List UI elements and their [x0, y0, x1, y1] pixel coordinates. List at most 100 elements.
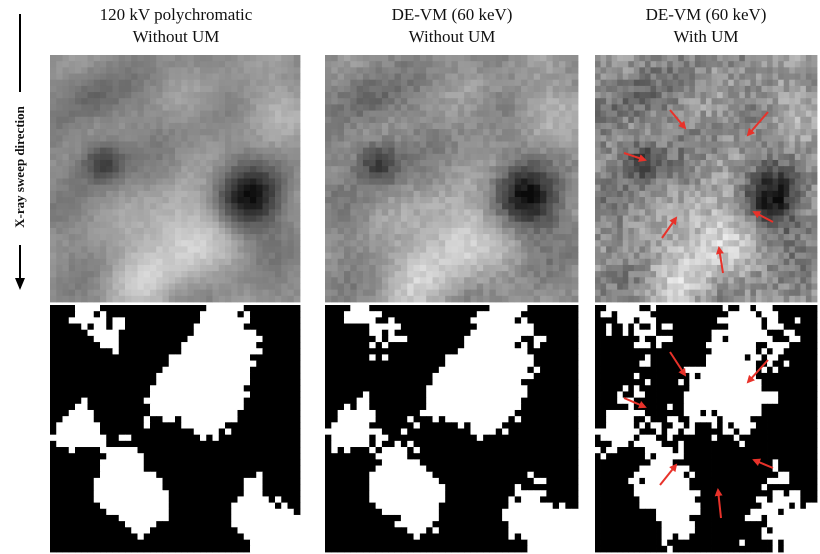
pixel	[63, 253, 70, 260]
pixel	[256, 228, 263, 235]
pixel	[100, 441, 107, 448]
pixel	[175, 222, 182, 229]
pixel	[138, 160, 145, 167]
pixel	[225, 367, 232, 374]
pixel	[445, 330, 452, 337]
pixel	[534, 253, 541, 260]
pixel	[269, 348, 276, 355]
pixel	[75, 379, 82, 386]
pixel	[269, 98, 276, 105]
pixel	[338, 154, 345, 161]
pixel	[156, 290, 163, 297]
pixel	[225, 154, 232, 161]
pixel	[231, 172, 238, 179]
pixel	[63, 86, 70, 93]
pixel	[269, 234, 276, 241]
pixel	[94, 61, 101, 68]
pixel	[94, 111, 101, 118]
pixel	[263, 129, 270, 136]
pixel	[94, 490, 101, 497]
pixel	[231, 234, 238, 241]
pixel	[50, 367, 57, 374]
pixel	[464, 80, 471, 87]
pixel	[75, 361, 82, 368]
pixel	[250, 271, 257, 278]
pixel	[515, 179, 522, 186]
pixel	[194, 330, 201, 337]
pixel	[163, 191, 170, 198]
pixel	[540, 259, 547, 266]
pixel	[163, 179, 170, 186]
pixel	[565, 185, 572, 192]
pixel	[382, 123, 389, 130]
pixel	[477, 290, 484, 297]
pixel	[75, 429, 82, 436]
pixel	[206, 410, 213, 417]
pixel	[414, 290, 421, 297]
pixel	[388, 305, 395, 312]
pixel	[382, 317, 389, 324]
pixel	[382, 141, 389, 148]
pixel	[81, 209, 88, 216]
pixel	[331, 228, 338, 235]
pixel	[269, 117, 276, 124]
pixel	[464, 277, 471, 284]
pixel	[344, 311, 351, 318]
pixel	[125, 422, 132, 429]
pixel	[363, 240, 370, 247]
pixel	[63, 472, 70, 479]
pixel	[350, 92, 357, 99]
pixel	[344, 296, 351, 303]
pixel	[388, 324, 395, 331]
pixel	[206, 129, 213, 136]
pixel	[433, 197, 440, 204]
pixel	[477, 67, 484, 74]
pixel	[94, 509, 101, 516]
pixel	[382, 203, 389, 210]
pixel	[138, 117, 145, 124]
pixel	[206, 342, 213, 349]
pixel	[88, 111, 95, 118]
pixel	[219, 348, 226, 355]
pixel	[338, 55, 345, 62]
pixel	[156, 429, 163, 436]
pixel	[100, 533, 107, 540]
pixel	[458, 111, 465, 118]
pixel	[464, 98, 471, 105]
pixel	[458, 234, 465, 241]
pixel	[200, 234, 207, 241]
pixel	[106, 521, 113, 528]
pixel	[69, 203, 76, 210]
pixel	[546, 228, 553, 235]
pixel	[88, 74, 95, 81]
pixel	[100, 361, 107, 368]
pixel	[275, 354, 282, 361]
pixel	[225, 342, 232, 349]
pixel	[250, 148, 257, 155]
pixel	[169, 154, 176, 161]
pixel	[81, 342, 88, 349]
pixel	[206, 148, 213, 155]
pixel	[56, 453, 63, 460]
pixel	[244, 148, 251, 155]
pixel	[56, 336, 63, 343]
pixel	[156, 234, 163, 241]
pixel	[69, 546, 76, 553]
pixel	[238, 154, 245, 161]
pixel	[269, 441, 276, 448]
pixel	[106, 330, 113, 337]
pixel	[213, 86, 220, 93]
pixel	[407, 129, 414, 136]
pixel	[275, 265, 282, 272]
pixel	[470, 160, 477, 167]
pixel	[508, 185, 515, 192]
pixel	[477, 234, 484, 241]
pixel	[125, 305, 132, 312]
pixel	[433, 104, 440, 111]
pixel	[269, 197, 276, 204]
pixel	[125, 317, 132, 324]
pixel	[206, 385, 213, 392]
pixel	[521, 253, 528, 260]
pixel	[206, 172, 213, 179]
pixel	[94, 80, 101, 87]
